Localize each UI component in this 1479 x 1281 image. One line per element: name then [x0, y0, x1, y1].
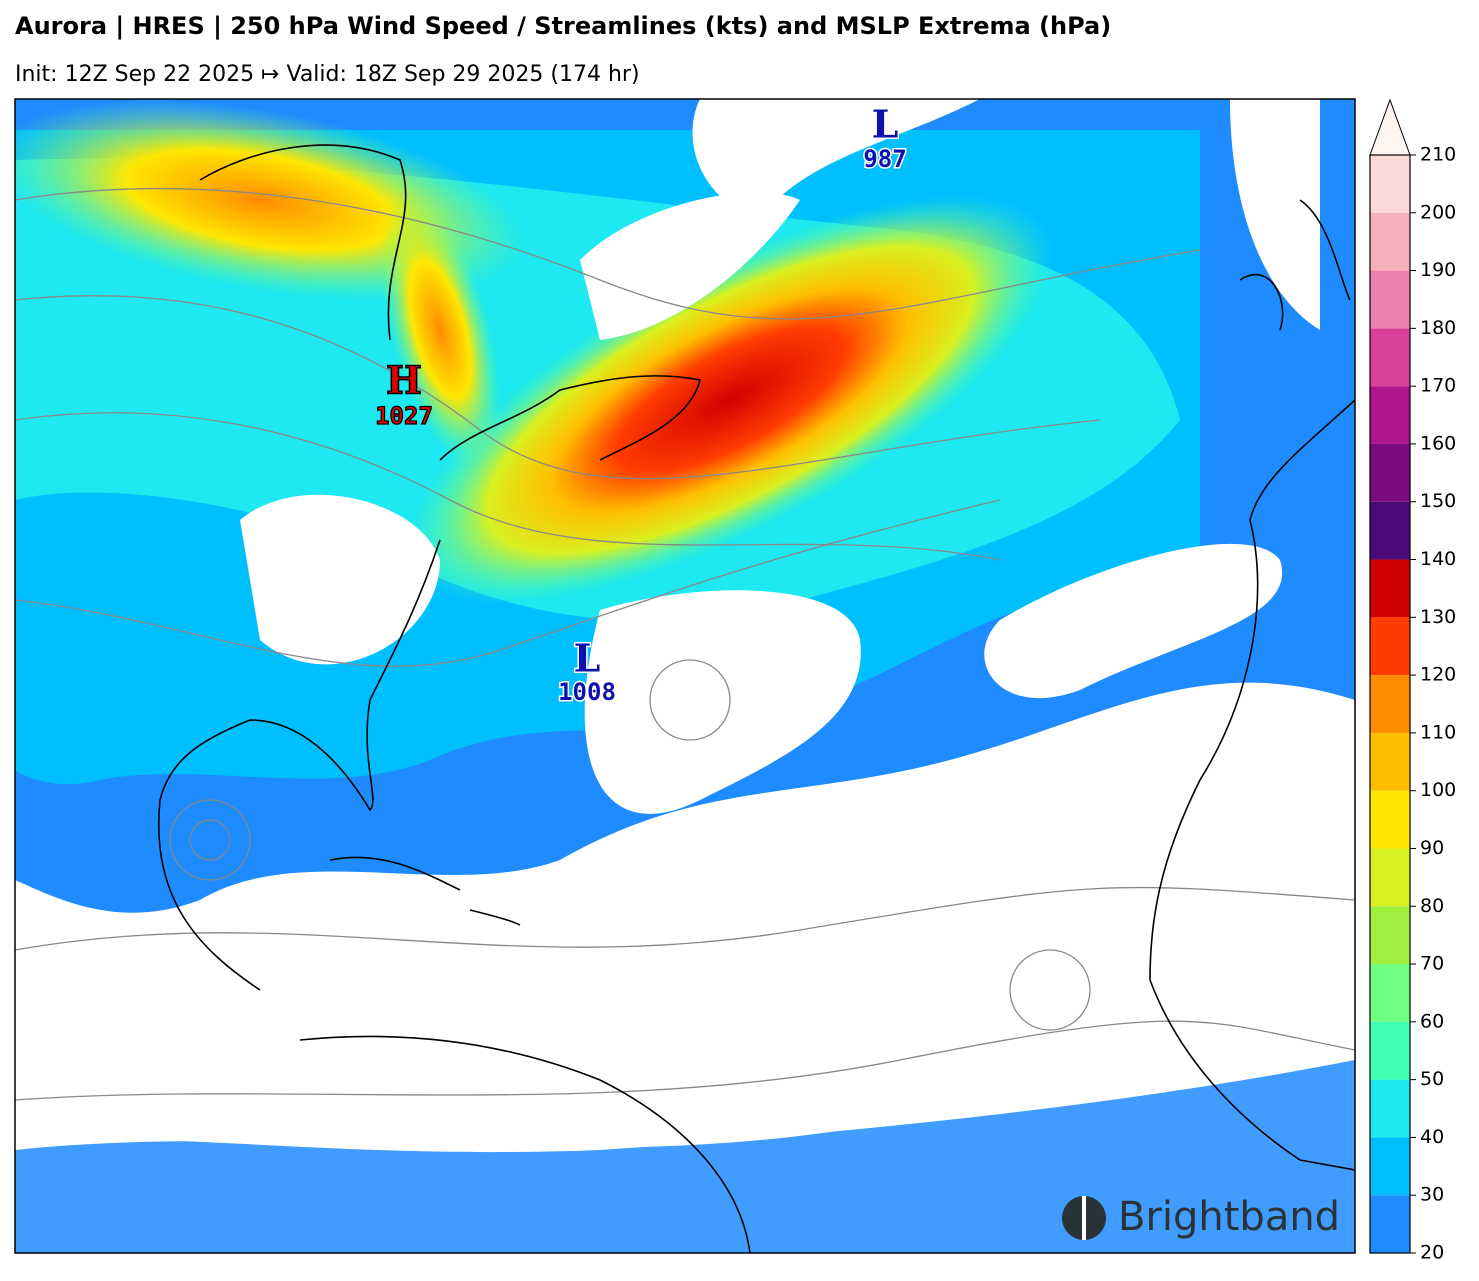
- map: [15, 99, 1355, 1253]
- colorbar-tick-label: 130: [1420, 606, 1456, 628]
- calm-area: [984, 543, 1283, 699]
- color-band: [1370, 732, 1410, 791]
- color-band: [1370, 964, 1410, 1022]
- coastlines: [158, 144, 1355, 1253]
- wind-area: [15, 1040, 1355, 1253]
- colorbar-tick-label: 100: [1420, 779, 1456, 801]
- colorbar-tick-label: 120: [1420, 664, 1456, 686]
- streamlines: [15, 187, 1355, 1101]
- color-band: [1370, 212, 1410, 271]
- colorbar-extend: [1369, 98, 1411, 156]
- calm-area: [240, 494, 440, 665]
- extremum-letter: L: [574, 636, 601, 681]
- colorbar-tick-label: 150: [1420, 490, 1456, 512]
- color-band: [1370, 386, 1410, 444]
- extremum-value: 987: [863, 145, 906, 173]
- colorbar-tick-label: 210: [1420, 144, 1456, 166]
- calm-area: [1230, 99, 1320, 330]
- colorbar: 20 30 40 50 60 70 80 90 100 110 120 130 140 150 160 170…: [1369, 98, 1456, 1264]
- map-frame: [14, 98, 1356, 1254]
- extremum-letter: L: [872, 102, 899, 147]
- colorbar-tick-label: 70: [1420, 953, 1444, 975]
- calm-area: [692, 99, 980, 220]
- colorbar-tick-label: 180: [1420, 317, 1456, 339]
- colorbar-tick-label: 20: [1420, 1242, 1444, 1264]
- color-band: [1370, 270, 1410, 329]
- jet-streak: [406, 195, 1054, 605]
- calm-area: [15, 900, 1355, 1153]
- extremum-value: 1027: [375, 402, 433, 430]
- colorbar-tick-label: 160: [1420, 432, 1456, 454]
- color-band: [1370, 906, 1410, 965]
- calm-area: [580, 192, 800, 340]
- calm-area: [584, 590, 861, 814]
- colorbar-tick-label: 110: [1420, 721, 1456, 743]
- title: Aurora | HRES | 250 hPa Wind Speed / Str…: [15, 12, 1111, 40]
- color-band: [1370, 617, 1410, 676]
- colorbar-tick-label: 200: [1420, 201, 1456, 223]
- color-band: [1370, 443, 1410, 502]
- color-band: [1370, 559, 1410, 618]
- colorbar-tick-label: 170: [1420, 375, 1456, 397]
- color-band: [1370, 1137, 1410, 1196]
- color-band: [1370, 1195, 1410, 1253]
- colorbar-tick-label: 30: [1420, 1184, 1444, 1206]
- colorbar-tick-label: 60: [1420, 1010, 1444, 1032]
- colorbar-tick-label: 40: [1420, 1126, 1444, 1148]
- subtitle: Init: 12Z Sep 22 2025 ↦ Valid: 18Z Sep 2…: [15, 62, 640, 87]
- color-band: [1370, 1021, 1410, 1080]
- color-band: [1370, 790, 1410, 849]
- extremum-value: 1008: [558, 678, 616, 706]
- color-band: [1370, 328, 1410, 387]
- brand-name: Brightband: [1118, 1194, 1340, 1240]
- color-band: [1370, 1079, 1410, 1138]
- brand-logo: Brightband: [1062, 1194, 1340, 1240]
- colorbar-tick-label: 190: [1420, 259, 1456, 281]
- color-band: [1370, 848, 1410, 907]
- colorbar-tick-label: 90: [1420, 837, 1444, 859]
- colorbar-tick-label: 80: [1420, 895, 1444, 917]
- colorbar-frame: [1369, 154, 1411, 1254]
- extremum-letter: H: [386, 358, 422, 403]
- color-band: [1370, 501, 1410, 560]
- colorbar-tick-label: 140: [1420, 548, 1456, 570]
- color-band: [1370, 155, 1410, 213]
- color-band: [1370, 675, 1410, 733]
- colorbar-tick-label: 50: [1420, 1068, 1444, 1090]
- jet-streak: [379, 194, 501, 466]
